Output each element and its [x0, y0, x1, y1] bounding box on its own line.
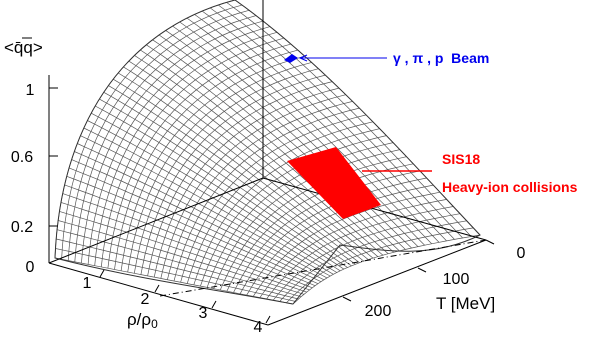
heavy-ion-label: Heavy-ion collisions: [442, 179, 578, 195]
mesh-line-v: [108, 85, 360, 263]
floor-diagonal: [159, 239, 487, 297]
mesh-line-v: [165, 30, 412, 249]
mesh-line-u: [54, 0, 236, 259]
mesh-line-v: [56, 238, 299, 300]
z-ticks: [49, 87, 58, 227]
mesh-line-v: [209, 7, 455, 240]
mesh-line-v: [57, 229, 302, 298]
mesh-line-v: [91, 112, 344, 270]
y-axis-label: T [MeV]: [436, 294, 495, 313]
mesh-line-v: [118, 72, 369, 260]
mesh-line-v: [60, 202, 310, 291]
mesh-line-v: [87, 120, 341, 272]
beam-label: γ , π , p Beam: [393, 50, 489, 66]
mesh-line-v: [95, 105, 348, 268]
mesh-line-v: [226, 2, 472, 237]
z-axis-label: <q̄q>: [4, 38, 43, 57]
mesh-line-v: [134, 55, 384, 256]
beam-arrowhead: [298, 54, 308, 62]
x-tick-2: 2: [141, 291, 150, 308]
mesh-line-v: [123, 66, 374, 259]
mesh-line-v: [83, 127, 337, 273]
mesh-line-v: [54, 257, 294, 305]
mesh-line-v: [77, 143, 331, 277]
floor-front-edge: [48, 262, 269, 326]
z-tick-0: 0: [26, 259, 35, 276]
z-tick-06: 0.6: [11, 149, 33, 166]
axis-box: [48, 0, 487, 326]
z-tick-1: 1: [26, 82, 35, 99]
mesh-line-v: [217, 4, 463, 239]
beam-marker: [284, 54, 298, 63]
y-ticks: [342, 239, 495, 302]
y-tick-100: 100: [443, 271, 470, 288]
mesh-line-v: [68, 167, 322, 283]
floor-back-edge: [262, 177, 487, 241]
mesh-line-v: [58, 220, 305, 295]
mesh-line-v: [113, 78, 365, 262]
x-tick-4: 4: [254, 319, 263, 333]
surface-outline: [54, 0, 481, 305]
sis18-label: SIS18: [442, 151, 480, 167]
surface-mesh: [54, 0, 481, 305]
mesh-line-v: [158, 34, 406, 250]
mesh-line-u: [74, 15, 257, 262]
x-ticks: [99, 269, 271, 324]
mesh-line-v: [55, 248, 296, 302]
mesh-line-v: [179, 21, 425, 246]
mesh-line-v: [186, 17, 432, 244]
x-axis-label: ρ/ρ0: [127, 310, 158, 331]
floor-right-edge: [267, 239, 487, 326]
mesh-line-v: [64, 184, 316, 287]
mesh-line-v: [194, 14, 440, 243]
mesh-line-v: [71, 159, 325, 281]
mesh-line-v: [128, 60, 379, 257]
mesh-line-v: [172, 25, 419, 247]
floor-left-edge: [48, 177, 264, 264]
z-tick-02: 0.2: [11, 219, 33, 236]
mesh-line-v: [80, 135, 334, 275]
mesh-line-v: [201, 10, 447, 242]
x-tick-1: 1: [83, 275, 92, 292]
mesh-line-v: [99, 98, 352, 267]
mesh-line-v: [62, 193, 313, 289]
sis18-region: [287, 147, 381, 219]
x-tick-3: 3: [199, 305, 208, 322]
mesh-line-v: [103, 91, 356, 265]
mesh-line-v: [66, 175, 319, 285]
y-tick-0: 0: [517, 245, 526, 262]
mesh-line-v: [74, 151, 328, 279]
y-tick-200: 200: [365, 303, 392, 320]
mesh-line-v: [140, 49, 389, 254]
mesh-line-u: [61, 4, 243, 260]
